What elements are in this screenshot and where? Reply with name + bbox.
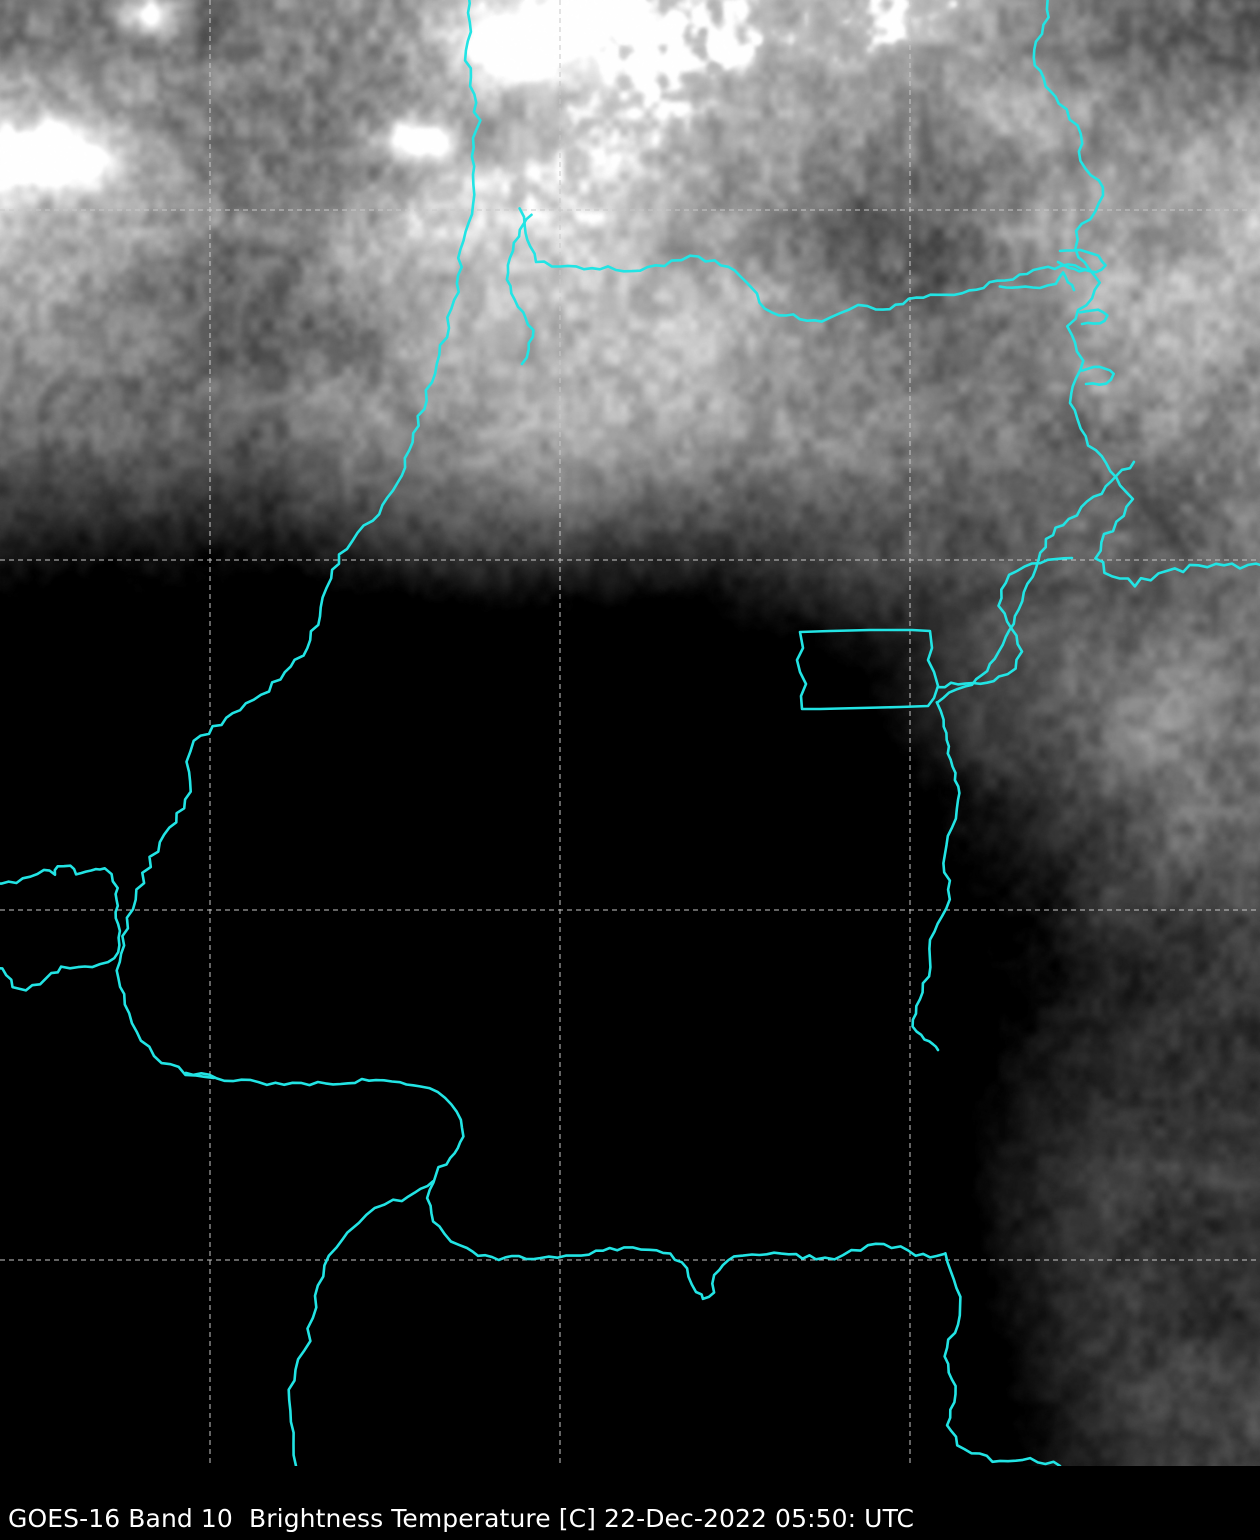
enclave-boundary (795, 628, 940, 711)
caption-bar: GOES-16 Band 10 Brightness Temperature [… (0, 1466, 1260, 1540)
border-line-west (115, 0, 482, 1080)
coastline-southwest-inlet (0, 864, 122, 992)
political-boundaries (0, 0, 1260, 1466)
border-line-southwest-leg (287, 1180, 435, 1466)
satellite-image-panel (0, 0, 1260, 1466)
border-river-tributary (998, 271, 1076, 292)
map-vector-overlay (0, 0, 1260, 1466)
border-line-east-arc (911, 701, 961, 1052)
border-line-southeast (943, 1252, 1062, 1466)
border-line-river-branch (936, 460, 1136, 704)
border-river-oxbow-2 (1078, 308, 1109, 326)
border-line-south (184, 1071, 946, 1301)
border-line-north-hook (505, 213, 535, 366)
border-line-river-northeast (1032, 0, 1260, 588)
border-line-east-link (936, 556, 1074, 689)
border-river-oxbow-3 (1080, 365, 1115, 386)
border-line-north (518, 207, 1090, 323)
caption-label: GOES-16 Band 10 Brightness Temperature [… (8, 1504, 915, 1533)
border-river-oxbow-1 (1056, 248, 1107, 274)
graticule-gridlines (0, 0, 1260, 1466)
